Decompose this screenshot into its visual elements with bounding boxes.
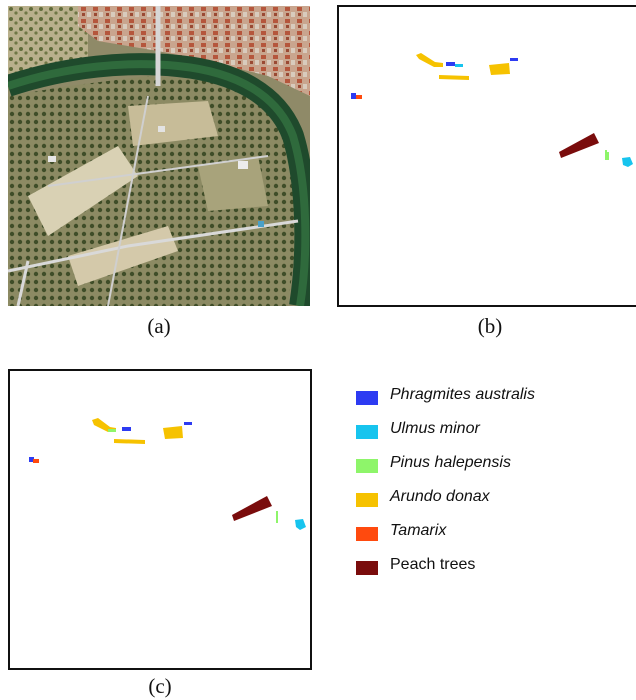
legend-label: Tamarix [390,522,447,539]
legend-item-pinus: Pinus halepensis [356,450,626,484]
caption-a: (a) [147,314,171,338]
caption-b: (b) [477,314,503,338]
aerial-image [8,6,310,306]
legend-item-arundo: Arundo donax [356,484,626,518]
legend-item-ulmus: Ulmus minor [356,416,626,450]
map-panel-c [8,369,312,670]
legend-item-phragmites: Phragmites australis [356,382,626,416]
arundo-donax-region [416,53,510,80]
legend-label: Phragmites australis [390,386,535,403]
arundo-donax-region [92,418,183,444]
pinus-region [276,511,278,523]
pinus-region [605,150,609,160]
phragmites-swatch [356,391,378,405]
legend-label: Ulmus minor [390,420,480,437]
tamarix-region [33,429,116,463]
legend-item-tamarix: Tamarix [356,518,626,552]
pinus-swatch [356,459,378,473]
tamarix-region [356,64,463,99]
arundo-swatch [356,493,378,507]
legend-item-peach: Peach trees [356,552,626,586]
legend-label: Pinus halepensis [390,454,511,471]
legend-label: Arundo donax [390,488,490,505]
phragmites-region [351,58,518,99]
ulmus-swatch [356,425,378,439]
caption-c: (c) [148,674,172,698]
legend: Phragmites australis Ulmus minor Pinus h… [356,382,626,586]
classification-map-icon [29,418,306,530]
classification-map-icon [351,53,633,167]
ulmus-region [622,157,633,167]
peach-trees-swatch [356,561,378,575]
map-panel-b [337,5,636,307]
peach-trees-region [232,496,272,521]
peach-trees-region [559,133,599,158]
tamarix-swatch [356,527,378,541]
phragmites-region [29,422,192,462]
legend-label: Peach trees [390,556,476,573]
satellite-image-icon [8,6,310,306]
ulmus-region [295,519,306,530]
